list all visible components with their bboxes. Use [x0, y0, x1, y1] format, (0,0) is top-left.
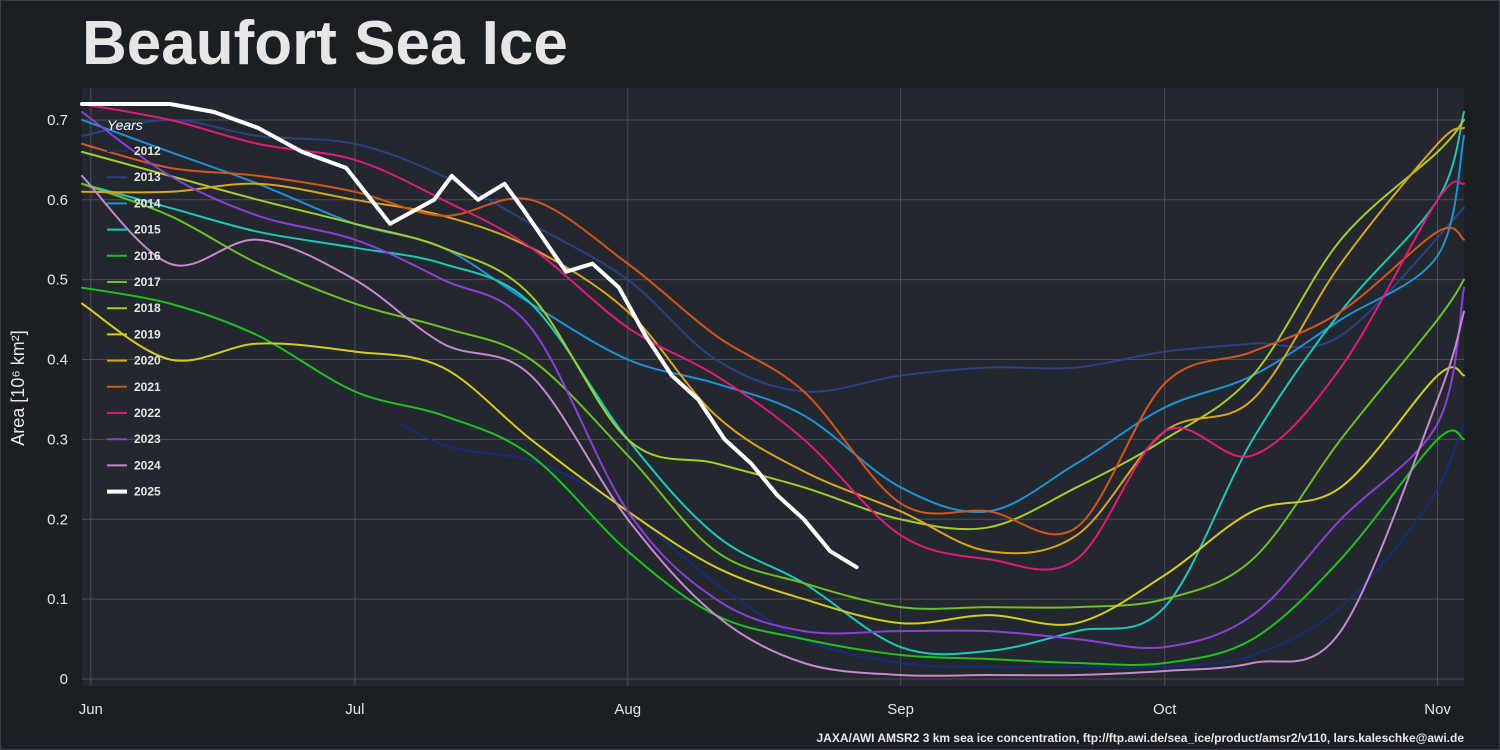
legend-entry-2014: 2014 — [134, 196, 161, 210]
legend-entry-2025: 2025 — [134, 485, 161, 499]
y-tick-label: 0.5 — [47, 272, 68, 289]
y-tick-label: 0.1 — [47, 591, 68, 608]
x-tick-label: Aug — [614, 701, 641, 718]
legend-entry-2015: 2015 — [134, 223, 161, 237]
x-tick-label: Jun — [79, 701, 103, 718]
series-line-2014 — [81, 118, 1465, 514]
legend-entry-2020: 2020 — [134, 354, 161, 368]
series-line-2015 — [81, 111, 1465, 656]
data-credit: JAXA/AWI AMSR2 3 km sea ice concentratio… — [816, 731, 1464, 745]
x-tick-label: Sep — [887, 701, 914, 718]
y-tick-label: 0.7 — [47, 112, 68, 129]
legend: Years 2012 2013 2014 2015 2016 2017 2018 2019 202… — [107, 117, 161, 499]
series-line-2021 — [81, 142, 1465, 536]
x-tick-label: Jul — [345, 701, 364, 718]
legend-entry-2012: 2012 — [134, 144, 161, 158]
series-line-2022 — [81, 103, 1465, 571]
legend-entry-2016: 2016 — [134, 249, 161, 263]
y-axis-label: Area [10⁶ km²] — [8, 330, 28, 445]
y-tick-label: 0.4 — [47, 352, 68, 369]
legend-entry-2022: 2022 — [134, 406, 161, 420]
legend-entry-2019: 2019 — [134, 327, 161, 341]
legend-entry-2021: 2021 — [134, 380, 161, 394]
y-tick-label: 0.2 — [47, 511, 68, 528]
grid-layer — [82, 88, 1464, 686]
plot-background — [82, 88, 1464, 686]
legend-title: Years — [107, 117, 143, 133]
legend-entry-2017: 2017 — [134, 275, 161, 289]
legend-entry-2018: 2018 — [134, 301, 161, 315]
series-line-2018 — [81, 118, 1465, 531]
x-tick-label: Nov — [1424, 701, 1451, 718]
series-layer — [80, 102, 1465, 677]
y-tick-label: 0.3 — [47, 431, 68, 448]
legend-entry-2023: 2023 — [134, 432, 161, 446]
y-tick-label: 0 — [60, 671, 68, 688]
series-line-2013 — [81, 118, 1465, 393]
series-line-2025 — [80, 102, 859, 570]
series-line-2019 — [81, 302, 1465, 626]
series-line-2020 — [81, 126, 1465, 555]
chart-title: Beaufort Sea Ice — [82, 9, 568, 78]
series-line-2012 — [397, 422, 1465, 669]
x-tick-label: Oct — [1153, 701, 1177, 718]
y-tick-label: 0.6 — [47, 192, 68, 209]
series-line-2023 — [81, 111, 1465, 650]
series-line-2024 — [81, 174, 1465, 677]
legend-entry-2024: 2024 — [134, 458, 161, 472]
axis-layer: Jun Jul Aug Sep Oct Nov 0 0.1 0.2 0.3 0.4 0.5 0.6 0.7 — [47, 112, 1451, 718]
series-line-2017 — [81, 182, 1465, 610]
series-line-2016 — [81, 286, 1465, 666]
legend-entry-2013: 2013 — [134, 170, 161, 184]
